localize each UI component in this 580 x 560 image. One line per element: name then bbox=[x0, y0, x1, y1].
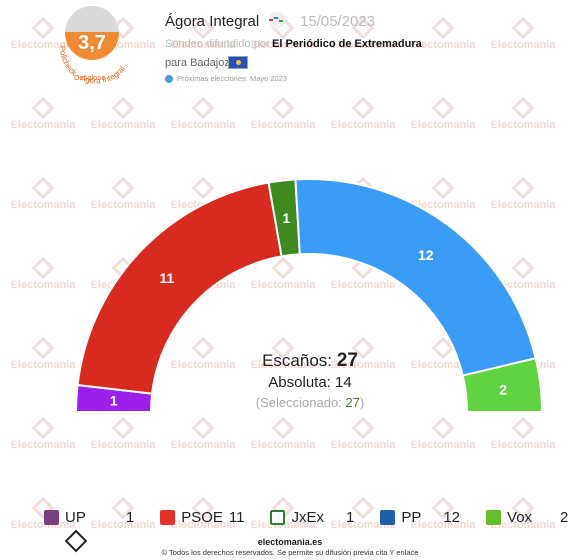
selected-close: ) bbox=[359, 395, 365, 410]
next-elections-text: Próximas elecciones: Mayo 2023 bbox=[177, 74, 288, 83]
footer-site[interactable]: electomania.es bbox=[257, 537, 323, 547]
seat-segment-vox[interactable] bbox=[461, 357, 544, 413]
legend-value: 12 bbox=[443, 509, 461, 526]
seats-total-line: Escaños: 27 bbox=[230, 350, 390, 372]
seat-label-psoe: 11 bbox=[159, 270, 174, 286]
watermark-mark: Electomania bbox=[3, 416, 83, 451]
watermark-text: Electomania bbox=[490, 439, 556, 451]
watermark-text: Electomania bbox=[10, 439, 76, 451]
place-label: para Badajoz bbox=[165, 57, 230, 69]
source-name[interactable]: El Periódico de Extremadura bbox=[272, 38, 422, 50]
legend-name: JxEx bbox=[291, 509, 324, 526]
party-legend: UP 1 PSOE 11 JxEx 1 PP 12 Vox 2 bbox=[44, 509, 568, 526]
badajoz-flag-icon bbox=[228, 56, 248, 69]
seat-label-jxex: 1 bbox=[282, 210, 290, 226]
next-elections: Próximas elecciones: Mayo 2023 bbox=[165, 74, 288, 84]
watermark-diamond-icon bbox=[191, 416, 215, 440]
legend-item-pp[interactable]: PP 12 bbox=[380, 509, 460, 526]
absolute-majority-line: Absoluta: 14 bbox=[230, 374, 390, 391]
watermark-text: Electomania bbox=[170, 439, 236, 451]
selected-label: (Seleccionado: bbox=[255, 395, 342, 410]
watermark-text: Electomania bbox=[250, 439, 316, 451]
watermark-mark: Electomania bbox=[483, 416, 563, 451]
selected-line: (Seleccionado: 27) bbox=[230, 395, 390, 410]
watermark-mark: Electomania bbox=[243, 416, 323, 451]
source-prefix: Sondeo difundido por bbox=[165, 38, 270, 50]
legend-item-up[interactable]: UP 1 bbox=[44, 509, 134, 526]
watermark-text: Electomania bbox=[90, 439, 156, 451]
watermark-mark: Electomania bbox=[403, 416, 483, 451]
legend-name: Vox bbox=[507, 509, 533, 526]
watermark-diamond-icon bbox=[511, 416, 535, 440]
watermark-diamond-icon bbox=[351, 416, 375, 440]
up-icon bbox=[44, 510, 59, 525]
svg-text:Desglose: Desglose bbox=[74, 73, 105, 82]
jxex-icon bbox=[270, 510, 286, 525]
seats-total: 27 bbox=[336, 350, 358, 371]
vox-icon bbox=[486, 510, 502, 525]
score-circle bbox=[65, 6, 119, 60]
legend-value: 11 bbox=[228, 509, 245, 526]
footer-copyright: © Todos los derechos reservados. Se perm… bbox=[161, 548, 419, 557]
watermark-diamond-icon bbox=[271, 416, 295, 440]
watermark-text: Electomania bbox=[410, 439, 476, 451]
absolute-label: Absoluta: bbox=[268, 374, 331, 391]
absolute-value: 14 bbox=[335, 374, 352, 391]
psoe-icon bbox=[160, 510, 176, 525]
watermark-mark: Electomania bbox=[83, 416, 163, 451]
watermark-diamond-icon bbox=[111, 416, 135, 440]
pp-icon bbox=[380, 510, 396, 525]
seat-label-pp: 12 bbox=[418, 247, 434, 263]
pollcheck-badge[interactable]: 3,7 Pollcheck - Ágora Integral Desglose bbox=[38, 4, 138, 94]
selected-value: 27 bbox=[345, 395, 360, 410]
legend-name: PP bbox=[401, 509, 422, 526]
watermark-diamond-icon bbox=[431, 416, 455, 440]
seats-label: Escaños: bbox=[262, 351, 333, 370]
pollster-title: Ágora Integral bbox=[165, 13, 260, 30]
legend-item-psoe[interactable]: PSOE 11 bbox=[160, 509, 244, 526]
seat-label-vox: 2 bbox=[499, 381, 507, 397]
legend-value: 1 bbox=[345, 509, 355, 526]
score-ring-text: Pollcheck - Ágora Integral Desglose bbox=[58, 46, 127, 86]
seat-label-up: 1 bbox=[110, 393, 118, 409]
legend-item-vox[interactable]: Vox 2 bbox=[486, 509, 568, 526]
watermark-mark: Electomania bbox=[323, 416, 403, 451]
watermark-mark: Electomania bbox=[163, 416, 243, 451]
legend-name: PSOE bbox=[181, 509, 223, 526]
legend-name: UP bbox=[65, 509, 86, 526]
legend-value: 2 bbox=[560, 509, 569, 526]
legend-value: 1 bbox=[125, 509, 135, 526]
poll-date: 15/05/2023 bbox=[300, 13, 376, 30]
legend-item-jxex[interactable]: JxEx 1 bbox=[270, 509, 354, 526]
watermark-text: Electomania bbox=[330, 439, 396, 451]
watermark-diamond-icon bbox=[31, 416, 55, 440]
score-value: 3,7 bbox=[78, 32, 106, 54]
pollster-logo-icon bbox=[268, 11, 286, 29]
ballot-icon bbox=[165, 75, 173, 84]
seat-summary: Escaños: 27 Absoluta: 14 (Seleccionado: … bbox=[230, 350, 390, 410]
seat-segment-pp[interactable] bbox=[294, 178, 537, 377]
